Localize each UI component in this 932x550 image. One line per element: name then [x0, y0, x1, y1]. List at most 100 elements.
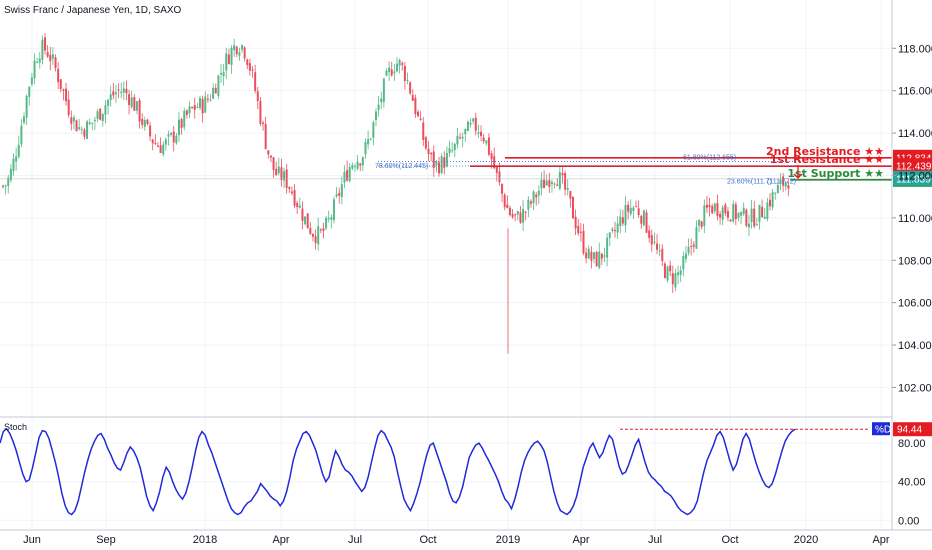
x-tick-label: 2020 [794, 534, 818, 546]
candle-body [745, 209, 748, 226]
candle-body [740, 211, 743, 216]
candle-body [747, 223, 750, 228]
candle-body [135, 101, 138, 111]
candle-body [561, 173, 564, 176]
candle-body [180, 119, 183, 128]
candle-body [532, 191, 535, 204]
x-tick-label: Jul [348, 534, 362, 546]
candle-body [784, 182, 787, 187]
candle-body [585, 252, 588, 259]
candle-body [566, 188, 569, 191]
candle-body [553, 183, 556, 185]
candle-body [20, 125, 23, 145]
candle-body [753, 208, 756, 227]
candle-body [72, 117, 75, 122]
arrow-icon [793, 165, 803, 179]
candle-body [522, 208, 525, 223]
candle-body [430, 152, 433, 155]
candle-body [225, 53, 228, 71]
candle-body [705, 204, 708, 208]
candle-body [170, 132, 173, 135]
candle-body [448, 148, 451, 153]
candle-body [732, 203, 735, 222]
candle-body [635, 206, 638, 208]
candle-body [438, 162, 441, 174]
candle-body [311, 234, 314, 237]
candle-body [516, 211, 519, 215]
candle-body [88, 122, 91, 125]
x-tick-label: Apr [272, 534, 289, 546]
candle-body [529, 201, 532, 204]
candle-body [453, 143, 456, 150]
candle-body [330, 217, 333, 220]
candle-body [493, 156, 496, 169]
candle-body [548, 180, 551, 187]
candle-body [603, 255, 606, 257]
candle-body [645, 212, 648, 233]
candle-body [248, 63, 251, 71]
candle-body [212, 87, 215, 99]
candle-body [558, 172, 561, 189]
candle-body [417, 111, 420, 117]
candle-body [262, 122, 265, 124]
candle-body [154, 142, 157, 144]
candle-body [627, 204, 630, 212]
candle-body [464, 128, 467, 135]
candle-body [33, 60, 36, 79]
candle-body [459, 137, 462, 139]
candle-body [390, 69, 393, 76]
candle-body [472, 118, 475, 122]
candle-body [214, 88, 217, 94]
candle-body [30, 77, 33, 85]
stochastic-pane: %D 94.44 [0, 422, 932, 516]
candle-body [679, 270, 682, 275]
candle-body [435, 161, 438, 166]
candle-body [556, 184, 559, 186]
candle-body [663, 263, 666, 279]
candle-body [65, 88, 68, 102]
candle-body [222, 72, 225, 77]
candle-body [75, 120, 78, 132]
candle-body [648, 230, 651, 238]
candle-body [188, 106, 191, 114]
candle-body [608, 232, 611, 238]
candle-body [12, 158, 15, 171]
candle-body [25, 95, 28, 118]
candle-body [508, 207, 511, 216]
axes: Jun Sep 2018 Apr Jul Oct 2019 Apr Jul Oct 2020 Apr 1… [23, 43, 932, 546]
candle-body [353, 166, 356, 168]
candle-body [593, 252, 595, 259]
y-tick-label: 118.000 [898, 43, 932, 55]
candle-body [398, 59, 401, 66]
candle-body [595, 251, 598, 267]
stoch-d-line [0, 427, 796, 516]
candle-body [327, 218, 330, 220]
candle-body [235, 46, 238, 55]
candle-body [779, 179, 782, 184]
candle-body [637, 208, 640, 215]
x-tick-label: Sep [96, 534, 116, 546]
candle-body [445, 152, 448, 167]
candle-body [632, 207, 635, 212]
candle-body [669, 265, 672, 272]
candle-body [451, 150, 454, 152]
candle-body [125, 88, 128, 94]
candle-body [734, 204, 737, 219]
candle-body [729, 219, 732, 222]
candle-body [67, 99, 70, 116]
candle-body [251, 69, 254, 71]
candle-body [17, 144, 20, 157]
candle-body [298, 205, 301, 208]
stoch-value-tag [893, 422, 932, 437]
candle-body [162, 144, 165, 155]
candle-body [666, 266, 669, 281]
candle-body [401, 63, 404, 65]
candle-body [54, 57, 57, 69]
candle-body [101, 113, 104, 121]
candle-body [674, 273, 677, 288]
candle-body [340, 184, 343, 198]
x-tick-label: Oct [721, 534, 738, 546]
x-tick-label: Apr [872, 534, 889, 546]
candle-body [288, 187, 291, 189]
